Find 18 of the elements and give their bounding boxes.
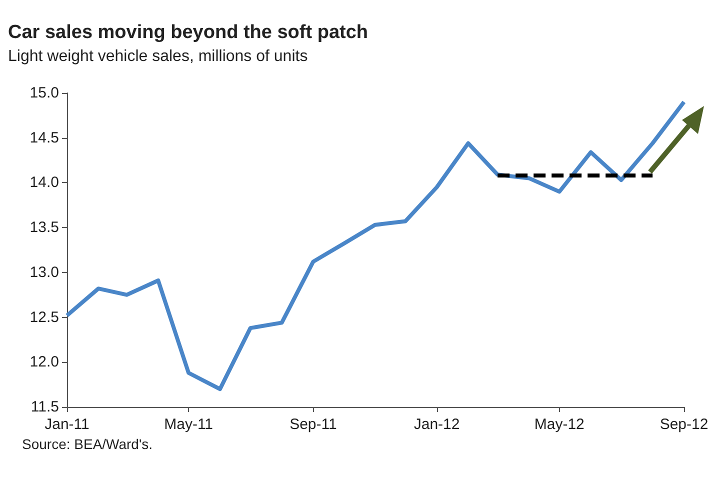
- y-tick-label: 12.0: [30, 354, 59, 371]
- y-tick-label: 14.5: [30, 129, 59, 146]
- chart-subtitle: Light weight vehicle sales, millions of units: [8, 48, 308, 66]
- x-tick-label: May-11: [164, 416, 214, 433]
- y-tick-label: 12.5: [30, 308, 59, 326]
- x-tick-label: Sep-11: [290, 416, 337, 433]
- x-tick-label: Jan-12: [414, 416, 460, 433]
- x-tick-label: Jan-11: [44, 416, 90, 433]
- source-note: Source: BEA/Ward's.: [22, 436, 153, 452]
- x-tick-label: Sep-12: [660, 416, 708, 433]
- line-series: [65, 100, 686, 392]
- y-tick-label: 13.0: [30, 264, 59, 281]
- y-tick-label: 15.0: [30, 84, 59, 102]
- chart-title: Car sales moving beyond the soft patch: [8, 22, 368, 44]
- x-tick-label: May-12: [534, 416, 584, 433]
- y-tick-label: 14.0: [30, 174, 59, 192]
- y-tick-label: 13.5: [30, 219, 59, 236]
- y-tick-label: 11.5: [30, 398, 59, 416]
